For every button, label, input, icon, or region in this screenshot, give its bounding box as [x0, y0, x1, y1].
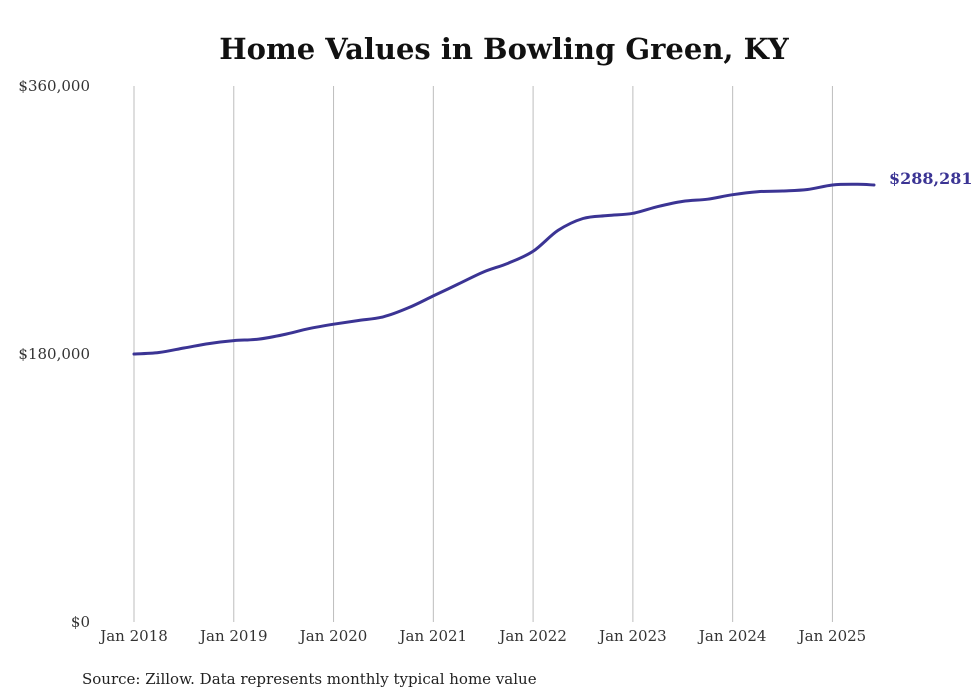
y-tick-label: $180,000	[18, 345, 90, 363]
x-tick-label: Jan 2023	[597, 627, 667, 645]
y-tick-label: $0	[71, 613, 90, 631]
x-tick-label: Jan 2022	[497, 627, 567, 645]
home-value-line	[132, 182, 876, 356]
chart-title: Home Values in Bowling Green, KY	[219, 32, 789, 66]
x-axis-ticks: Jan 2018 Jan 2019 Jan 2020 Jan 2021 Jan 2022…	[98, 627, 866, 645]
y-tick-label: $360,000	[18, 77, 90, 95]
y-axis-ticks: $0 $180,000 $360,000	[18, 77, 90, 631]
x-tick-label: Jan 2021	[398, 627, 468, 645]
source-note: Source: Zillow. Data represents monthly …	[82, 670, 537, 688]
end-value-label: $288,281	[889, 169, 973, 188]
x-tick-label: Jan 2025	[797, 627, 867, 645]
x-tick-label: Jan 2019	[198, 627, 268, 645]
x-tick-label: Jan 2024	[697, 627, 767, 645]
x-tick-label: Jan 2020	[298, 627, 368, 645]
x-tick-label: Jan 2018	[98, 627, 168, 645]
gridlines	[133, 86, 833, 622]
